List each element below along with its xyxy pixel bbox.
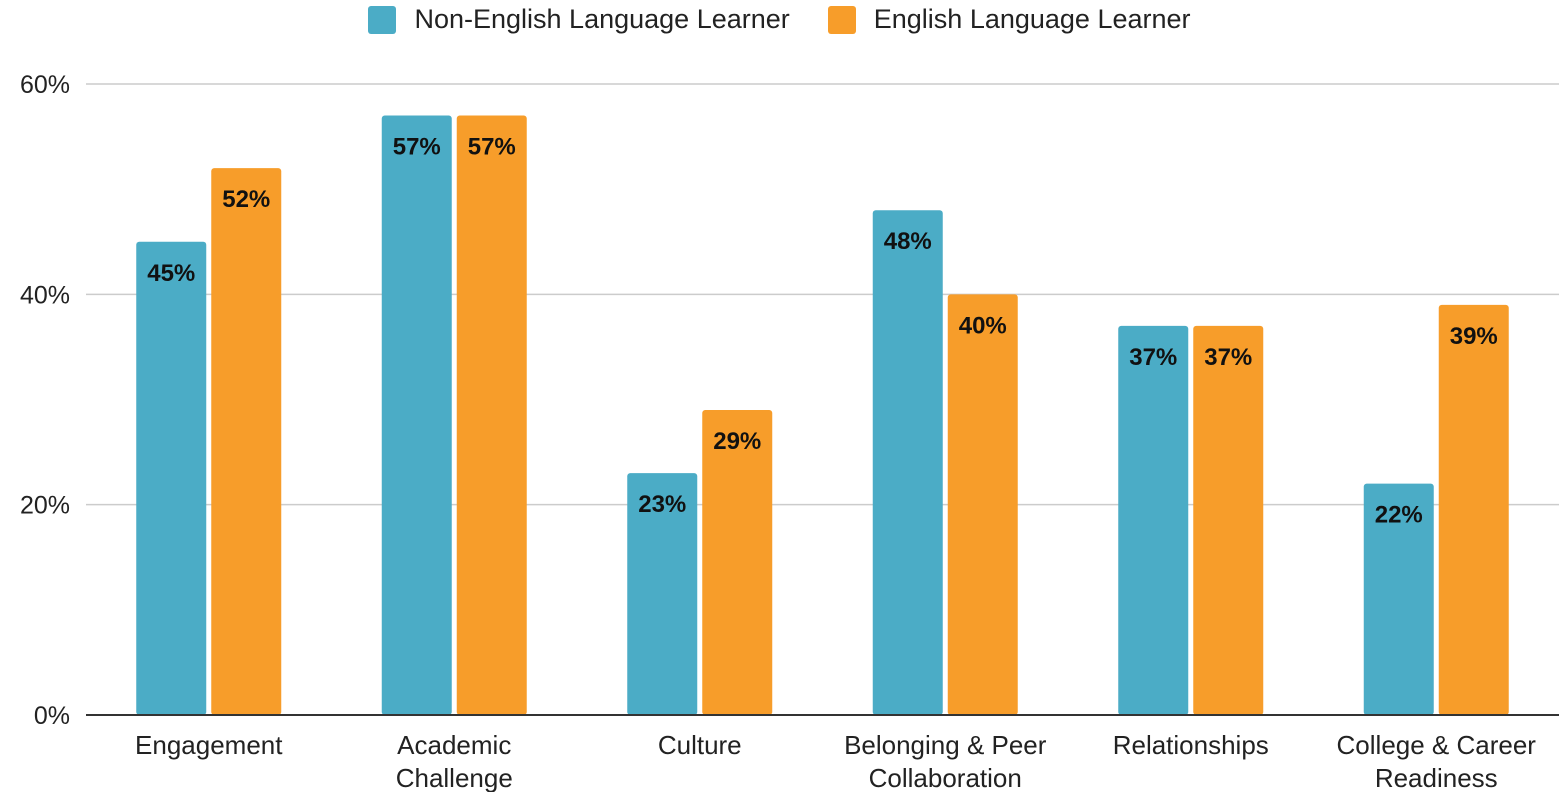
data-label: 37% [1129, 344, 1177, 371]
x-tick-label: Readiness [1375, 763, 1498, 792]
data-label: 29% [713, 428, 761, 455]
data-label: 57% [393, 134, 441, 161]
bar-ell [1193, 325, 1264, 715]
bar-ell [1438, 304, 1509, 715]
y-tick-label: 60% [20, 71, 70, 99]
legend-label-non-ell: Non-English Language Learner [414, 4, 790, 34]
y-tick-label: 0% [34, 702, 70, 730]
bar-ell [947, 294, 1018, 715]
data-label: 39% [1450, 323, 1498, 350]
data-label: 52% [222, 186, 270, 213]
chart-legend: Non-English Language Learner English Lan… [0, 4, 1559, 35]
x-tick-label: Culture [658, 730, 742, 760]
x-tick-label: Challenge [396, 763, 513, 792]
bar-ell [702, 410, 773, 715]
data-label: 45% [147, 260, 195, 287]
x-tick-label: Engagement [135, 730, 283, 760]
bar-non-ell [381, 115, 452, 716]
x-tick-label: Collaboration [869, 763, 1022, 792]
bar-ell [211, 168, 282, 716]
y-tick-label: 20% [20, 492, 70, 520]
x-tick-label: Belonging & Peer [844, 730, 1047, 760]
x-tick-label: Academic [397, 730, 511, 760]
legend-label-ell: English Language Learner [873, 4, 1191, 34]
bar-non-ell [136, 241, 207, 715]
data-label: 22% [1375, 502, 1423, 529]
bar-non-ell [872, 210, 943, 715]
data-label: 57% [468, 134, 516, 161]
data-label: 40% [959, 312, 1007, 339]
data-label: 23% [638, 491, 686, 518]
legend-item-non-ell: Non-English Language Learner [368, 4, 790, 35]
legend-item-ell: English Language Learner [827, 4, 1191, 35]
x-tick-label: College & Career [1337, 730, 1537, 760]
bar-non-ell [1363, 483, 1434, 715]
data-label: 48% [884, 228, 932, 255]
legend-swatch-ell [827, 5, 856, 34]
bar-non-ell [627, 473, 698, 715]
data-label: 37% [1204, 344, 1252, 371]
legend-swatch-non-ell [368, 5, 397, 34]
bar-ell [456, 115, 527, 716]
x-tick-label: Relationships [1113, 730, 1269, 760]
y-tick-label: 40% [20, 281, 70, 309]
bar-non-ell [1118, 325, 1189, 715]
